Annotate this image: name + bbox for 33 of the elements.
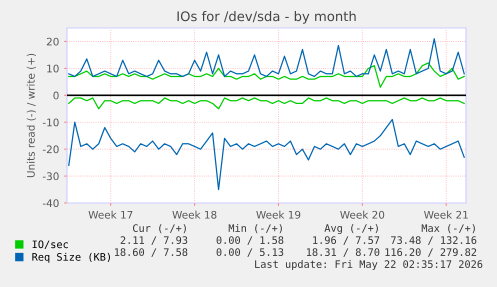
x-tick-label: Week 20	[340, 210, 384, 219]
line-series	[68, 38, 465, 78]
x-tick-label: Week 21	[424, 210, 468, 219]
x-tick-label: Week 19	[256, 210, 300, 219]
text: 0.00 / 1.58	[216, 236, 284, 245]
text: 18.31 / 8.70	[306, 248, 380, 257]
legend-label: IO/sec	[32, 240, 68, 250]
text: Avg (-/+)	[324, 224, 378, 234]
text: 0.00 / 5.13	[216, 248, 284, 257]
y-tick-label: -30	[42, 172, 59, 180]
y-tick-label: 20	[46, 38, 59, 46]
text: 18.60 / 7.58	[114, 248, 188, 257]
text: Last update: Fri May 22 02:35:17 2026	[255, 260, 482, 270]
line-series	[68, 97, 465, 110]
text: Max (-/+)	[422, 224, 475, 234]
text: Cur (-/+)	[133, 224, 186, 234]
legend-label: Req Size (KB)	[32, 252, 110, 263]
text: 2.11 / 7.93	[120, 236, 188, 245]
text: Min (-/+)	[228, 224, 282, 234]
y-axis-title: Units read (-) / write (+)	[26, 54, 36, 178]
x-tick-label: Week 18	[172, 210, 216, 219]
text: 73.48 / 132.16	[391, 236, 476, 245]
y-tick-label: -10	[42, 118, 59, 126]
line-series	[68, 118, 465, 190]
text: 116.20 / 279.82	[385, 248, 476, 257]
text: 1.96 / 7.57	[313, 236, 380, 245]
line-series	[68, 62, 465, 88]
x-tick-label: Week 17	[88, 210, 132, 219]
y-tick-label: -20	[42, 145, 59, 154]
y-tick-label: 10	[47, 64, 59, 72]
y-tick-label: -40	[42, 199, 59, 208]
chart-title: IOs for /dev/sda - by month	[178, 11, 356, 24]
y-tick-label: 0	[53, 92, 59, 100]
